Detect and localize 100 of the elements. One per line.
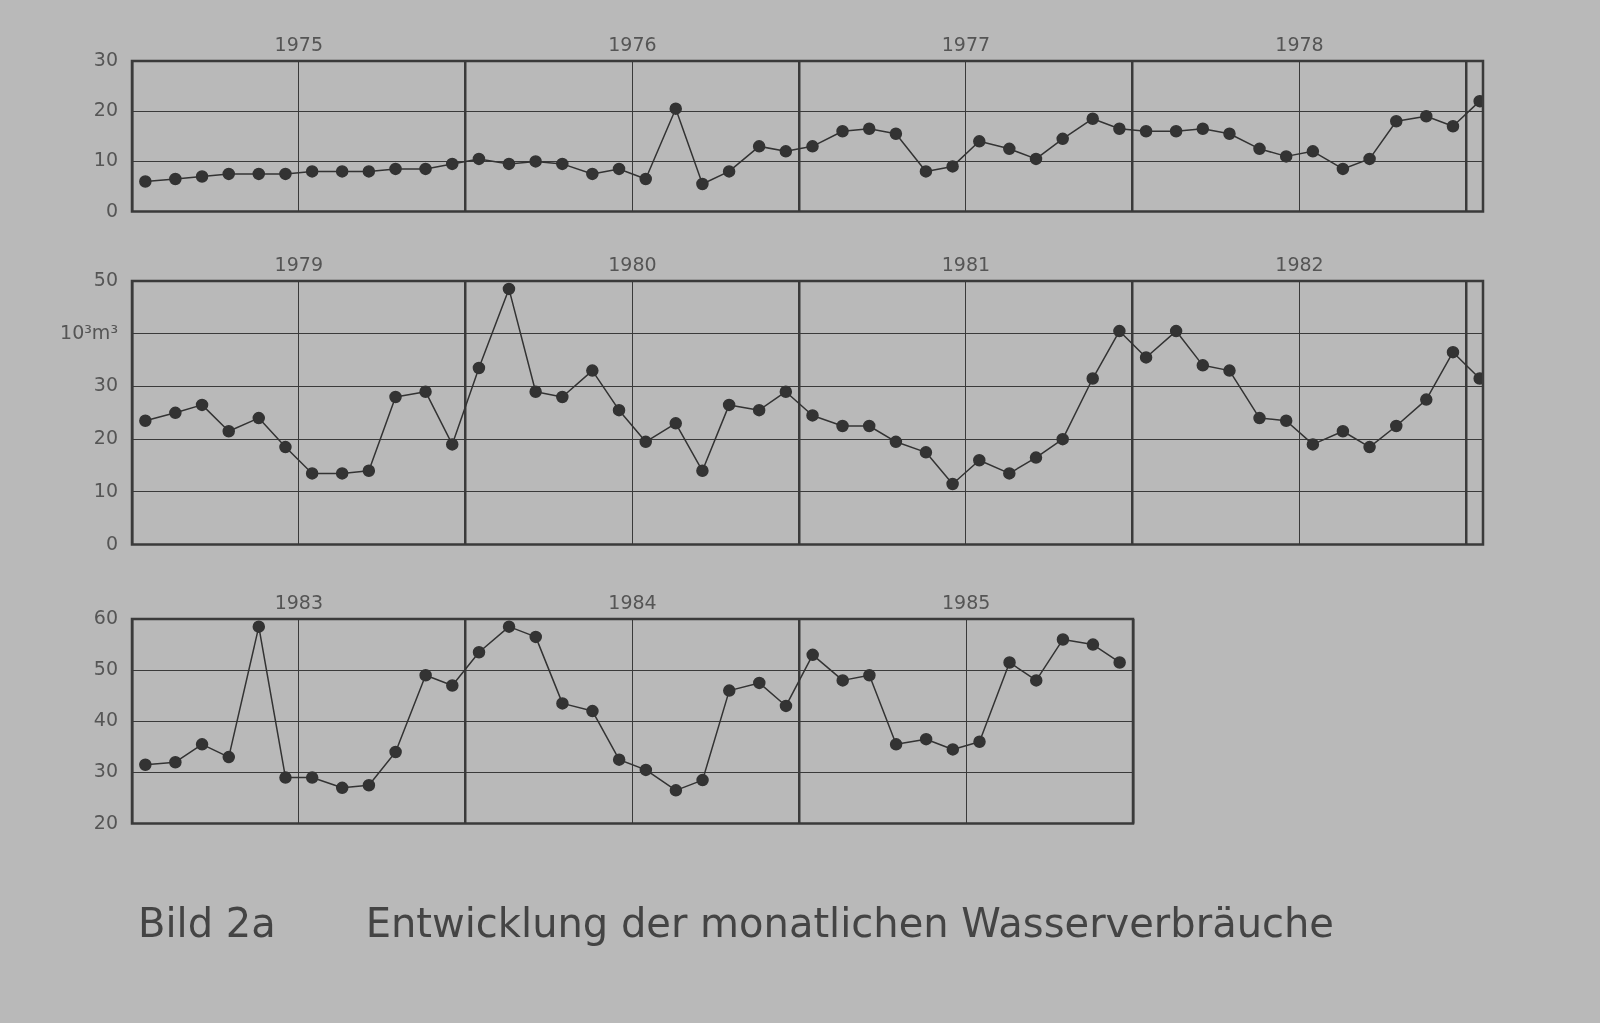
y-tick-label: 60 [93, 605, 118, 628]
point [919, 165, 933, 178]
y-tick-label: 20 [93, 810, 118, 833]
point [889, 435, 903, 449]
point [919, 732, 933, 746]
point [669, 102, 682, 115]
y-tick-label: 0 [105, 531, 118, 554]
point [586, 167, 599, 181]
y-tick-label: 30 [93, 373, 118, 396]
point [362, 778, 376, 792]
y-axis-title: 10³m³ [60, 320, 118, 343]
point [169, 755, 182, 769]
point [1169, 324, 1183, 338]
point [305, 467, 319, 480]
point [529, 630, 542, 644]
point [586, 704, 599, 718]
point [362, 464, 376, 478]
point [946, 160, 959, 173]
x-tick-label: 1983 [274, 590, 324, 613]
point [389, 745, 402, 759]
point [1113, 656, 1126, 669]
point [502, 157, 516, 171]
point [279, 771, 292, 784]
point [1139, 351, 1153, 364]
point [502, 282, 516, 296]
point [1336, 162, 1350, 176]
point [1306, 438, 1320, 451]
x-tick-label: 1981 [941, 252, 991, 275]
point [1086, 112, 1099, 125]
point [1029, 152, 1043, 166]
point [195, 738, 209, 751]
point [335, 467, 349, 480]
point [1086, 372, 1099, 385]
point [806, 409, 819, 422]
y-tick-label: 30 [93, 759, 118, 782]
point [1086, 638, 1100, 651]
x-tick-label: 1976 [608, 32, 657, 55]
point [889, 738, 903, 751]
point [753, 676, 766, 690]
point [419, 162, 432, 176]
y-tick-label: 10 [93, 478, 118, 501]
point [445, 157, 459, 171]
point [445, 438, 459, 451]
point [1003, 467, 1016, 480]
point [1056, 633, 1070, 646]
point [139, 175, 152, 188]
point [1196, 359, 1210, 372]
point [779, 385, 793, 398]
x-tick-label: 1975 [274, 32, 323, 55]
text: Entwicklung der monatlichen Wasserverbräuche [365, 900, 1334, 946]
point [779, 699, 793, 713]
x-tick-label: 1984 [608, 590, 657, 613]
point [1113, 324, 1126, 338]
point [639, 435, 652, 449]
point [252, 167, 266, 181]
point [639, 172, 652, 186]
point [889, 127, 903, 141]
point [973, 735, 986, 749]
point [752, 403, 766, 417]
point [195, 170, 209, 183]
point [472, 646, 486, 659]
point [1363, 440, 1376, 454]
point [836, 419, 849, 433]
point [556, 157, 569, 171]
point [1336, 425, 1350, 438]
point [973, 454, 986, 467]
point [946, 477, 959, 491]
point [722, 398, 736, 412]
point [1420, 393, 1433, 406]
point [222, 750, 236, 764]
point [919, 446, 933, 459]
point [1253, 411, 1266, 425]
point [696, 464, 709, 478]
point [696, 177, 709, 191]
y-tick-label: 50 [93, 657, 118, 680]
point [1279, 150, 1293, 163]
point [335, 165, 349, 178]
point [669, 417, 682, 430]
point [556, 390, 569, 404]
point [806, 140, 819, 153]
point [1139, 125, 1153, 138]
point [502, 620, 516, 633]
x-tick-label: 1985 [941, 590, 991, 613]
point [305, 771, 319, 784]
point [1446, 120, 1460, 133]
y-tick-label: 20 [93, 98, 118, 121]
point [806, 648, 819, 662]
point [1420, 109, 1433, 123]
x-tick-label: 1982 [1275, 252, 1324, 275]
text: Bild 2a [138, 900, 276, 946]
point [472, 361, 486, 375]
point [139, 758, 152, 772]
point [279, 440, 292, 454]
point [1056, 132, 1069, 146]
point [556, 697, 569, 710]
point [1029, 451, 1043, 464]
y-tick-label: 40 [93, 708, 118, 731]
point [1003, 142, 1016, 156]
x-tick-label: 1978 [1275, 32, 1324, 55]
point [752, 140, 766, 153]
